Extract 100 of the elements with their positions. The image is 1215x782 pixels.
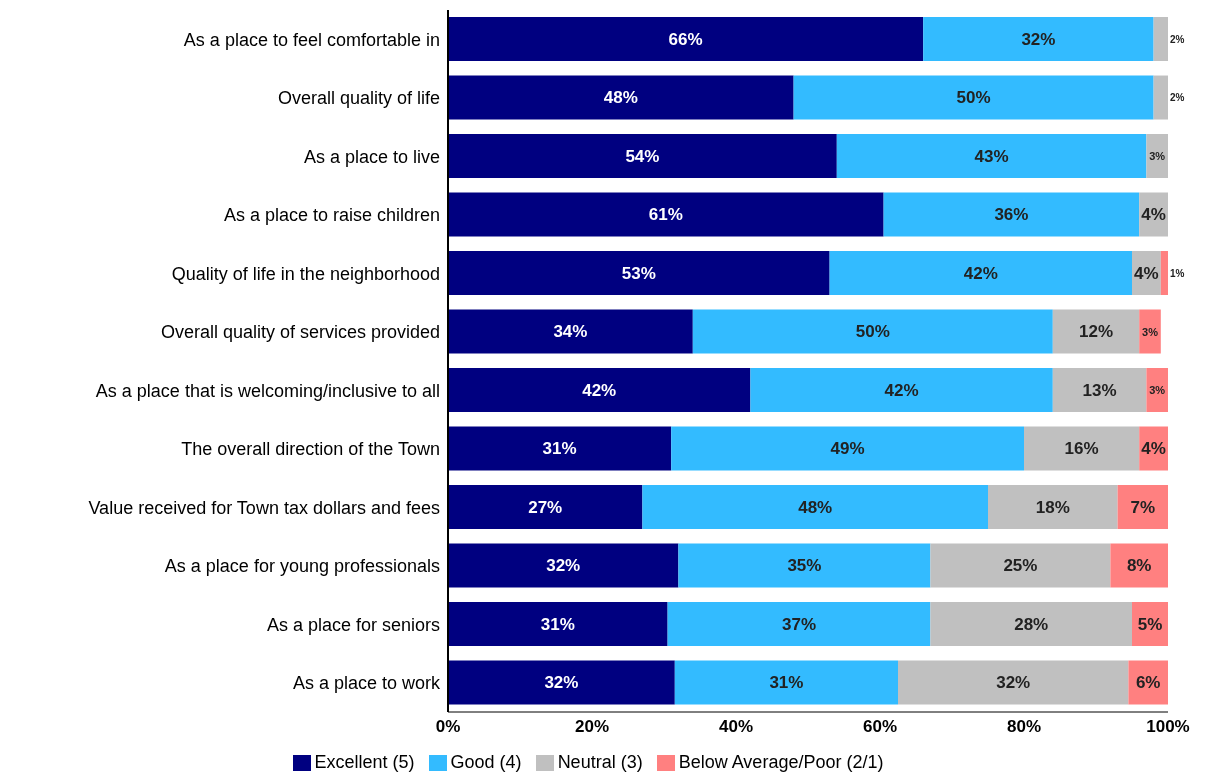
data-label: 3% <box>1149 384 1166 397</box>
bar <box>448 660 675 705</box>
bar <box>793 75 1154 120</box>
bar <box>1153 17 1168 62</box>
y-tick-label: As a place for young professionals <box>164 556 440 577</box>
data-label: 50% <box>956 88 991 108</box>
bar <box>829 251 1132 296</box>
y-tick-label: Overall quality of services provided <box>160 322 440 343</box>
data-label: 66% <box>668 29 703 49</box>
y-tick-label: As a place to work <box>292 673 441 694</box>
bar <box>448 192 884 237</box>
data-label: 7% <box>1130 497 1156 517</box>
bar <box>1160 251 1168 296</box>
legend-label: Neutral (3) <box>557 752 643 773</box>
bar <box>448 543 679 588</box>
data-label: 54% <box>625 146 660 166</box>
x-tick-label: 60% <box>862 717 898 737</box>
data-label: 42% <box>884 380 919 400</box>
bar <box>1146 134 1168 179</box>
data-label: 27% <box>528 497 563 517</box>
data-label: 53% <box>621 263 656 283</box>
bar <box>883 192 1140 237</box>
bar <box>448 485 643 530</box>
data-label: 48% <box>603 88 638 108</box>
data-label: 3% <box>1149 150 1166 163</box>
x-tick-label: 100% <box>1146 717 1190 737</box>
data-label: 43% <box>974 146 1009 166</box>
bar <box>1052 368 1147 413</box>
x-tick-label: 20% <box>574 717 610 737</box>
data-label: 36% <box>994 205 1029 225</box>
bar <box>988 485 1118 530</box>
bar <box>1024 426 1140 471</box>
bar <box>448 426 672 471</box>
bar <box>898 660 1129 705</box>
bar <box>1110 543 1168 588</box>
bar <box>692 309 1053 354</box>
bar <box>750 368 1053 413</box>
bar <box>674 660 898 705</box>
legend-label: Good (4) <box>450 752 522 773</box>
data-label: 50% <box>855 322 890 342</box>
bar <box>448 17 924 62</box>
y-tick-label: Value received for Town tax dollars and fees <box>88 497 440 518</box>
data-label: 12% <box>1078 322 1114 342</box>
bar <box>667 602 931 647</box>
bar <box>448 602 668 647</box>
data-label: 8% <box>1126 556 1152 576</box>
bar <box>642 485 988 530</box>
data-label: 6% <box>1135 673 1161 693</box>
bar <box>1153 75 1168 120</box>
bar <box>448 134 837 179</box>
data-label: 61% <box>648 205 683 225</box>
x-tick-label: 40% <box>718 717 754 737</box>
data-label: 49% <box>830 439 865 459</box>
bar <box>923 17 1154 62</box>
bar <box>448 75 794 120</box>
y-tick-label: As a place to live <box>303 146 440 167</box>
data-label: 4% <box>1134 263 1159 283</box>
data-label: 25% <box>1003 556 1038 576</box>
data-label: 32% <box>544 673 579 693</box>
bar <box>1117 485 1168 530</box>
bar <box>930 543 1111 588</box>
y-tick-label: The overall direction of the Town <box>181 439 440 460</box>
data-label: 2% <box>1170 33 1185 45</box>
data-label: 42% <box>963 263 998 283</box>
data-label: 16% <box>1064 439 1099 459</box>
y-tick-label: As a place to feel comfortable in <box>183 29 440 50</box>
bar <box>1052 309 1140 354</box>
data-label: 1% <box>1170 267 1185 279</box>
data-label: 13% <box>1082 380 1117 400</box>
data-label: 5% <box>1137 614 1163 634</box>
data-label: 48% <box>798 497 833 517</box>
data-label: 18% <box>1035 497 1070 517</box>
legend-label: Excellent (5) <box>314 752 415 773</box>
data-label: 37% <box>781 614 817 634</box>
data-label: 42% <box>582 380 617 400</box>
bar <box>671 426 1024 471</box>
bar <box>448 309 693 354</box>
data-label: 32% <box>996 673 1031 693</box>
bar <box>836 134 1147 179</box>
y-tick-label: As a place to raise children <box>223 205 440 226</box>
y-tick-label: As a place that is welcoming/inclusive to all <box>95 380 440 401</box>
y-tick-label: Quality of life in the neighborhood <box>171 263 440 284</box>
data-label: 28% <box>1014 614 1049 634</box>
data-label: 32% <box>546 556 581 576</box>
data-label: 4% <box>1141 439 1166 459</box>
x-tick-label: 0% <box>435 717 461 737</box>
legend-label: Below Average/Poor (2/1) <box>678 752 884 773</box>
data-label: 32% <box>1021 29 1056 49</box>
bar <box>1139 309 1161 354</box>
data-label: 2% <box>1170 92 1185 104</box>
data-label: 31% <box>540 614 575 634</box>
bar <box>1146 368 1168 413</box>
data-label: 31% <box>542 439 577 459</box>
data-label: 4% <box>1141 205 1166 225</box>
bar <box>448 251 830 296</box>
data-label: 35% <box>787 556 822 576</box>
data-label: 31% <box>769 673 804 693</box>
bar <box>448 368 751 413</box>
y-tick-label: Overall quality of life <box>277 88 440 109</box>
bar <box>678 543 931 588</box>
